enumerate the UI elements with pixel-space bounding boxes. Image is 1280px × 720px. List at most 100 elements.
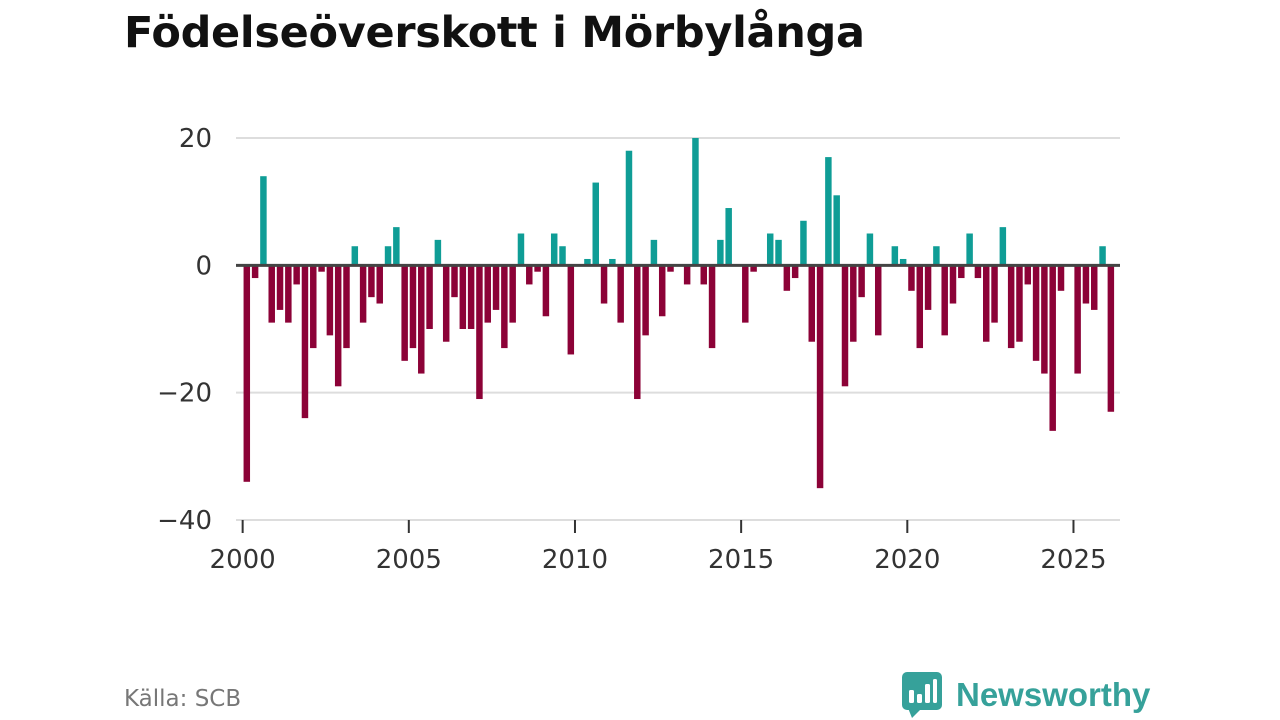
- x-tick-label: 2010: [542, 545, 608, 575]
- bar: [791, 265, 799, 279]
- brand-logo: Newsworthy: [902, 670, 1150, 720]
- bar: [916, 265, 924, 349]
- bar: [750, 265, 757, 272]
- bar: [667, 265, 674, 272]
- bar: [1041, 265, 1048, 374]
- bar: [426, 265, 433, 329]
- bar: [393, 227, 400, 266]
- newsworthy-logo-icon: [902, 672, 942, 718]
- y-tick-label: −20: [157, 379, 212, 409]
- x-tick-label: 2015: [708, 545, 774, 575]
- x-tick-label: 2020: [874, 545, 940, 575]
- bar: [1032, 265, 1040, 361]
- bar: [609, 258, 616, 266]
- bar: [418, 265, 425, 374]
- bar: [642, 265, 649, 336]
- bar: [991, 265, 998, 323]
- bar: [742, 265, 749, 323]
- bar: [318, 265, 325, 272]
- bar: [717, 239, 724, 266]
- y-tick-label: 20: [179, 124, 212, 154]
- bar: [1074, 265, 1081, 374]
- bar: [924, 265, 932, 310]
- bar: [1057, 265, 1065, 291]
- brand-name: Newsworthy: [956, 676, 1151, 713]
- bar: [1016, 265, 1023, 342]
- bar: [1107, 265, 1115, 412]
- bar: [941, 265, 948, 336]
- x-tick-label: 2000: [210, 545, 276, 575]
- bar: [534, 265, 541, 272]
- bar: [476, 265, 483, 400]
- x-tick-label: 2025: [1040, 545, 1106, 575]
- bar: [700, 265, 707, 285]
- bar: [949, 265, 957, 304]
- bar: [841, 265, 849, 387]
- bar: [958, 265, 965, 279]
- bar: [650, 239, 658, 266]
- bar: [526, 265, 533, 285]
- bar: [492, 265, 500, 310]
- bar: [517, 233, 525, 266]
- bar: [384, 246, 392, 266]
- bar: [310, 265, 317, 349]
- bar: [816, 265, 824, 489]
- bar: [285, 265, 292, 323]
- axes: 20 0 −20 −40 2000 2005 2010 2015 2020 2025: [157, 124, 1120, 575]
- bar: [334, 265, 342, 387]
- bar: [401, 265, 408, 361]
- bar: [1049, 265, 1056, 431]
- y-tick-label: −40: [157, 506, 212, 536]
- bar: [368, 265, 375, 298]
- bar: [592, 182, 599, 266]
- bar: [343, 265, 350, 349]
- bar: [725, 208, 732, 266]
- bar: [260, 176, 267, 266]
- bar: [434, 239, 442, 266]
- bar: [509, 265, 516, 323]
- bar: [1024, 265, 1032, 285]
- bar: [567, 265, 575, 355]
- bar: [899, 258, 907, 266]
- bar: [1082, 265, 1090, 304]
- bar: [1091, 265, 1098, 310]
- bar: [600, 265, 608, 304]
- bar: [293, 265, 300, 285]
- bar: [251, 265, 259, 279]
- bar: [359, 265, 367, 323]
- bar: [268, 265, 275, 323]
- bar: [999, 227, 1007, 266]
- bar: [808, 265, 815, 342]
- bar: [376, 265, 383, 304]
- bar: [766, 233, 774, 266]
- bar: [933, 246, 940, 266]
- bar: [559, 246, 566, 266]
- bar: [451, 265, 458, 298]
- bar: [1099, 246, 1106, 266]
- bar: [983, 265, 990, 342]
- bar: [467, 265, 475, 329]
- bar: [484, 265, 491, 323]
- bar: [243, 265, 251, 482]
- bar: [301, 265, 309, 419]
- bar: [874, 265, 882, 336]
- bar: [966, 233, 973, 266]
- x-tick-label: 2005: [376, 545, 442, 575]
- bar: [276, 265, 284, 310]
- source-note: Källa: SCB: [124, 686, 242, 712]
- bar: [775, 239, 782, 266]
- y-tick-label: 0: [195, 251, 212, 281]
- bar: [858, 265, 865, 298]
- bar: [850, 265, 857, 342]
- bars: [243, 138, 1115, 489]
- bar: [501, 265, 508, 349]
- bar: [825, 157, 832, 266]
- bar: [783, 265, 791, 291]
- bar: [409, 265, 417, 349]
- bar: [908, 265, 915, 291]
- bar: [833, 195, 840, 266]
- bar: [351, 246, 359, 266]
- bar: [625, 150, 633, 266]
- bar: [459, 265, 467, 329]
